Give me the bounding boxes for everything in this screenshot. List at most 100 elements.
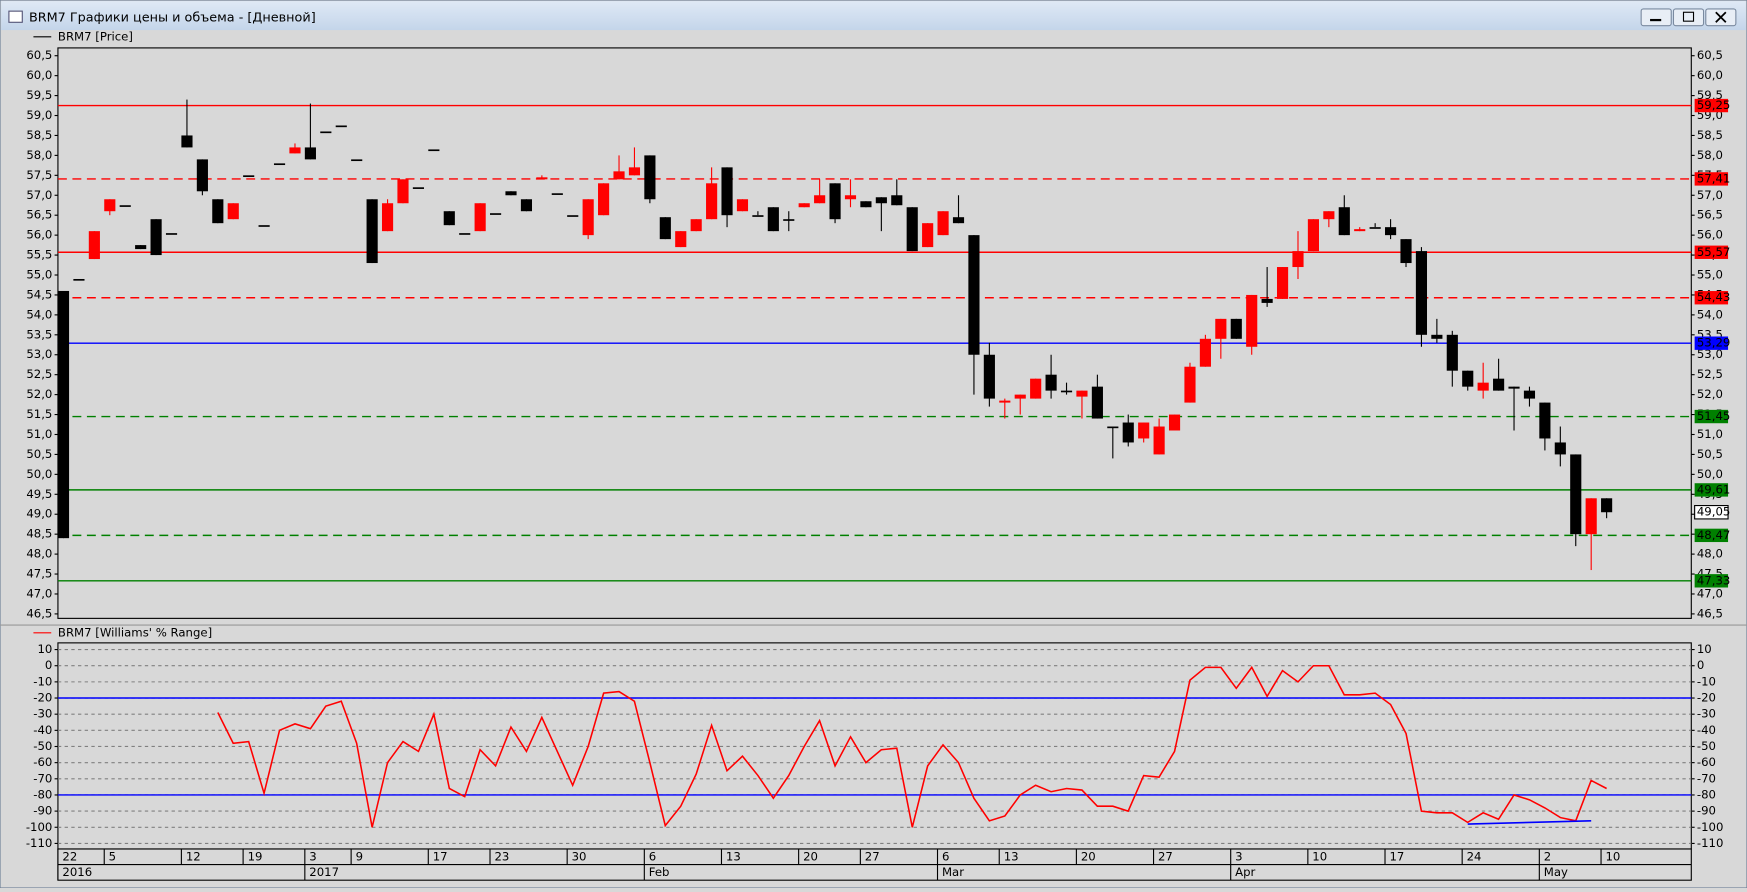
title-bar	[1, 1, 1746, 31]
y-tick-label: 57,0	[1697, 188, 1723, 202]
candle-body	[659, 217, 671, 240]
candle-body	[428, 149, 440, 152]
level-label: 57,41	[1697, 171, 1730, 185]
y-tick-label: 10	[37, 642, 52, 656]
x-tick-label: 10	[1312, 849, 1327, 863]
candle-body	[150, 219, 162, 256]
y-tick-label: 51,0	[1697, 427, 1723, 441]
x-tick-label: 22	[62, 849, 77, 863]
candle-body	[397, 179, 409, 204]
price-plot	[57, 47, 1692, 619]
candle-body	[999, 400, 1011, 403]
candle-body	[1601, 498, 1613, 513]
window-title: BRM7 Графики цены и объема - [Дневной]	[29, 10, 316, 25]
candle-body	[1570, 454, 1582, 535]
y-tick-label: -70	[33, 771, 52, 785]
x-tick-label: 17	[1389, 849, 1404, 863]
x-tick-label: 30	[572, 849, 587, 863]
period-label: Mar	[942, 865, 964, 879]
candle-body	[628, 167, 641, 176]
x-tick-label: 20	[1081, 849, 1096, 863]
last-price-label: 49,05	[1697, 505, 1730, 519]
candle-body	[320, 131, 332, 134]
candle-body	[1261, 298, 1273, 303]
y-tick-label: -100	[26, 820, 53, 834]
period-label: May	[1544, 865, 1568, 879]
y-tick-label: -20	[33, 691, 52, 705]
candle-body	[675, 231, 687, 248]
maximize-button[interactable]	[1672, 8, 1705, 27]
y-tick-label: 53,5	[26, 327, 52, 341]
candle-body	[1523, 390, 1536, 399]
y-tick-label: 47,0	[26, 586, 52, 600]
x-tick-label: 12	[186, 849, 201, 863]
candle-body	[721, 167, 733, 216]
candle-body	[690, 219, 702, 232]
level-label: 53,29	[1697, 336, 1730, 350]
candle-body	[952, 217, 965, 224]
candle-body	[767, 207, 779, 232]
candle-body	[598, 183, 610, 216]
x-tick-label: 6	[942, 849, 949, 863]
y-tick-label: 50,5	[1697, 447, 1723, 461]
legend-entry: BRM7 [Williams' % Range]	[58, 625, 212, 639]
candle-body	[1276, 267, 1289, 299]
x-tick-label: 13	[1004, 849, 1019, 863]
x-tick-label: 6	[649, 849, 656, 863]
candle-body	[844, 195, 857, 200]
level-label: 48,47	[1697, 528, 1730, 542]
candle-body	[736, 199, 749, 212]
y-tick-label: -30	[33, 707, 52, 721]
y-tick-label: 48,0	[1697, 547, 1723, 561]
close-glyph	[1715, 11, 1727, 23]
minimize-button[interactable]	[1640, 8, 1672, 27]
candle-body	[119, 205, 131, 207]
y-tick-label: 52,0	[1697, 387, 1723, 401]
last-price-tag	[1694, 504, 1729, 520]
y-tick-label: -70	[1697, 771, 1716, 785]
x-tick-label: 27	[1158, 849, 1173, 863]
candle-body	[536, 177, 548, 180]
y-tick-label: 0	[45, 658, 52, 672]
candle-body	[196, 159, 208, 192]
candle-body	[1246, 294, 1258, 347]
candle-body	[1539, 402, 1551, 439]
candle-body	[1354, 229, 1366, 232]
candle-body	[1091, 386, 1103, 419]
candle-body	[1014, 394, 1026, 399]
candle-body	[443, 211, 455, 226]
y-tick-label: 49,0	[26, 507, 52, 521]
y-tick-label: -30	[1697, 707, 1716, 721]
candle-body	[1184, 366, 1196, 403]
level-tag	[1694, 574, 1729, 588]
candle-body	[520, 199, 533, 212]
y-tick-label: 55,0	[1697, 268, 1723, 282]
y-tick-label: 53,0	[26, 347, 52, 361]
candle-body	[1431, 334, 1443, 339]
y-tick-label: 10	[1697, 642, 1712, 656]
candle-body	[1215, 318, 1227, 339]
level-label: 55,57	[1697, 245, 1730, 259]
x-tick-label: 27	[865, 849, 880, 863]
candle-body	[474, 203, 486, 232]
y-tick-label: 50,0	[26, 467, 52, 481]
y-tick-label: 49,5	[26, 487, 52, 501]
level-tag	[1694, 291, 1729, 305]
y-tick-label: 55,0	[26, 268, 52, 282]
candle-body	[57, 290, 70, 539]
level-tag	[1694, 172, 1729, 186]
y-tick-label: 56,0	[1697, 228, 1723, 242]
y-tick-label: -90	[33, 804, 52, 818]
candle-body	[1508, 386, 1520, 389]
maximize-glyph	[1682, 11, 1695, 22]
y-tick-label: 54,0	[26, 307, 52, 321]
y-tick-label: 60,0	[1697, 68, 1723, 82]
candle-body	[258, 225, 270, 227]
level-tag	[1694, 483, 1729, 497]
y-tick-label: 51,0	[26, 427, 52, 441]
candle-body	[351, 159, 363, 162]
y-tick-label: 48,5	[26, 527, 52, 541]
candle-body	[551, 193, 563, 195]
candle-body	[829, 183, 841, 220]
